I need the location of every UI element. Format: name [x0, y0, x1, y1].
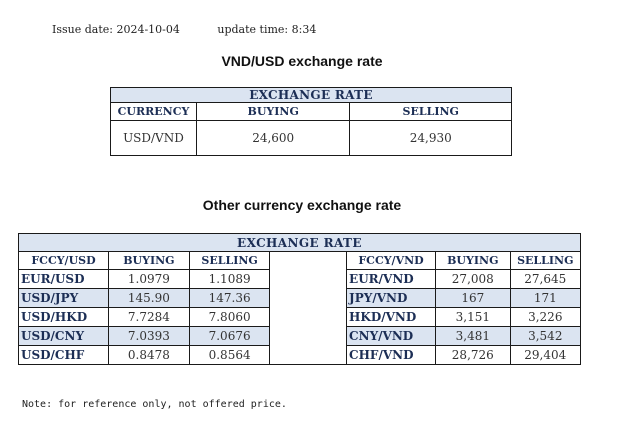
spacer-cell: [269, 251, 348, 365]
selling-rate: 147.36: [188, 288, 271, 308]
table-row: USD/VND 24,600 24,930: [110, 120, 512, 156]
selling-rate: 27,645: [509, 269, 582, 289]
column-header-fccy-vnd: FCCY/VND: [346, 251, 437, 270]
currency-pair: HKD/VND: [346, 307, 437, 327]
currency-pair: JPY/VND: [346, 288, 437, 308]
currency-pair: USD/CHF: [17, 345, 110, 365]
selling-rate: 171: [509, 288, 582, 308]
column-header-fccy-usd: FCCY/USD: [17, 251, 110, 270]
table-row: USD/CHF 0.8478 0.8564 CHF/VND 28,726 29,…: [17, 345, 582, 365]
reference-note: Note: for reference only, not offered pr…: [22, 399, 287, 410]
column-header-buying: BUYING: [435, 251, 511, 270]
selling-rate: 24,930: [349, 120, 512, 156]
currency-pair: EUR/USD: [17, 269, 110, 289]
currency-pair: CNY/VND: [346, 326, 437, 346]
currency-pair: CHF/VND: [346, 345, 437, 365]
selling-rate: 29,404: [509, 345, 582, 365]
currency-pair: USD/VND: [110, 120, 197, 156]
currency-pair: USD/JPY: [17, 288, 110, 308]
header-line: Issue date: 2024-10-04 update time: 8:34: [52, 23, 316, 36]
buying-rate: 24,600: [195, 120, 351, 156]
currency-pair: USD/HKD: [17, 307, 110, 327]
table-row: USD/HKD 7.7284 7.8060 HKD/VND 3,151 3,22…: [17, 307, 582, 327]
selling-rate: 1.1089: [188, 269, 271, 289]
exchange-rate-header: EXCHANGE RATE: [18, 233, 581, 252]
buying-rate: 27,008: [435, 269, 511, 289]
buying-rate: 3,151: [435, 307, 511, 327]
buying-rate: 145.90: [108, 288, 190, 308]
buying-rate: 28,726: [435, 345, 511, 365]
selling-rate: 0.8564: [188, 345, 271, 365]
buying-rate: 7.7284: [108, 307, 190, 327]
column-header-selling: SELLING: [188, 251, 271, 270]
other-currency-title: Other currency exchange rate: [202, 197, 402, 213]
column-header-selling: SELLING: [349, 102, 512, 121]
column-header-selling: SELLING: [509, 251, 582, 270]
currency-pair: USD/CNY: [17, 326, 110, 346]
vnd-usd-rate-table: EXCHANGE RATE CURRENCY BUYING SELLING US…: [110, 87, 512, 156]
update-time: update time: 8:34: [217, 23, 317, 36]
buying-rate: 167: [435, 288, 511, 308]
selling-rate: 3,226: [509, 307, 582, 327]
buying-rate: 1.0979: [108, 269, 190, 289]
column-header-currency: CURRENCY: [110, 102, 197, 121]
issue-date: Issue date: 2024-10-04: [52, 23, 180, 36]
table-row: USD/JPY 145.90 147.36 JPY/VND 167 171: [17, 288, 582, 308]
selling-rate: 7.0676: [188, 326, 271, 346]
other-currency-rate-table: EXCHANGE RATE FCCY/USD BUYING SELLING FC…: [17, 233, 582, 365]
table-row: USD/CNY 7.0393 7.0676 CNY/VND 3,481 3,54…: [17, 326, 582, 346]
exchange-rate-header: EXCHANGE RATE: [110, 87, 512, 103]
buying-rate: 3,481: [435, 326, 511, 346]
column-header-buying: BUYING: [108, 251, 190, 270]
column-header-buying: BUYING: [195, 102, 351, 121]
selling-rate: 3,542: [509, 326, 582, 346]
table-row: EUR/USD 1.0979 1.1089 EUR/VND 27,008 27,…: [17, 269, 582, 289]
vnd-usd-title: VND/USD exchange rate: [221, 53, 383, 69]
selling-rate: 7.8060: [188, 307, 271, 327]
buying-rate: 7.0393: [108, 326, 190, 346]
currency-pair: EUR/VND: [346, 269, 437, 289]
buying-rate: 0.8478: [108, 345, 190, 365]
